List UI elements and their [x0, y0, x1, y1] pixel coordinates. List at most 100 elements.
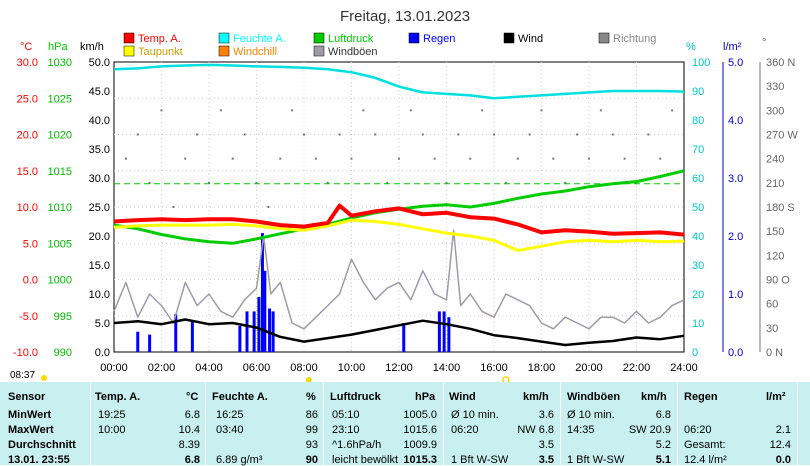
wind-tick-label: 30.0: [89, 173, 110, 185]
direction-tick-label: 210: [766, 178, 784, 190]
direction-dot: [457, 133, 460, 136]
table-cell-hum_time: 16:25: [216, 409, 244, 421]
direction-dot: [267, 206, 270, 208]
table-cell-gust_time: 1 Bft W-SW: [567, 454, 625, 466]
table-cell-rain_time: 12.4 l/m²: [684, 454, 727, 466]
header-gust: Windböen: [567, 391, 621, 403]
direction-dot: [303, 133, 305, 136]
direction-tick-label: 300: [766, 105, 784, 117]
rain-bar: [402, 323, 406, 352]
legend-swatch: [503, 32, 515, 44]
direction-tick-label: 30: [766, 323, 778, 335]
column-separator: [560, 382, 561, 465]
x-tick-label: 08:00: [290, 362, 318, 374]
header-temp-unit: °C: [186, 391, 199, 403]
direction-dot: [659, 157, 662, 160]
table-cell-press_val: 1005.0: [403, 409, 437, 421]
direction-dot: [671, 109, 674, 112]
table-cell-press_time: 05:10: [332, 409, 360, 421]
table-cell-temp_time: 10:00: [98, 424, 126, 436]
table-cell-rain_time: Gesamt:: [684, 439, 726, 451]
direction-dot: [279, 157, 282, 160]
rain-bar: [238, 325, 242, 352]
direction-dot: [172, 206, 175, 208]
table-cell-rain_val: 0.0: [775, 454, 791, 466]
direction-dot: [148, 181, 151, 184]
chart-title: Freitag, 13.01.2023: [340, 8, 470, 25]
chart-legend: Temp. A. Feuchte A. Luftdruck Regen Wind Rich…: [123, 32, 656, 58]
column-separator: [90, 382, 91, 465]
pressure-tick-label: 1000: [48, 275, 72, 287]
pressure-tick-label: 1020: [48, 130, 72, 142]
pressure-tick-label: 1015: [48, 166, 72, 178]
table-cell-hum_val: 86: [305, 409, 318, 421]
rain-tick-label: 1.0: [728, 289, 743, 301]
table-cell-wind_time: 06:20: [451, 424, 479, 436]
legend-swatch: [313, 32, 325, 44]
direction-tick-label: 60: [766, 299, 778, 311]
table-cell-hum_val: 90: [305, 454, 318, 466]
table-cell-gust_val: 6.8: [655, 409, 671, 421]
direction-dot: [398, 157, 400, 160]
column-separator: [323, 382, 324, 465]
direction-axis-unit: °: [762, 37, 766, 49]
pressure-tick-label: 990: [54, 347, 72, 359]
wind-tick-label: 5.0: [95, 318, 110, 330]
temp-tick-label: 20.0: [17, 130, 38, 142]
direction-tick-label: 150: [766, 226, 784, 238]
x-tick-label: 10:00: [338, 362, 366, 374]
sunset-icon: [502, 376, 510, 382]
table-cell-press_time: ^1.6hPa/h: [332, 439, 382, 451]
series-line-feuchte-a-: [113, 63, 685, 100]
rain-bar: [260, 233, 264, 352]
table-cell-hum_val: 99: [305, 424, 318, 436]
direction-dot: [647, 133, 650, 136]
table-cell-hum_time: 6.89 g/m³: [216, 454, 263, 466]
table-cell-wind_val: 3.5: [538, 454, 554, 466]
table-cell-wind_val: 3.6: [538, 409, 554, 421]
direction-dot: [540, 109, 543, 112]
temp-tick-label: 0.0: [23, 275, 38, 287]
direction-dot: [528, 133, 531, 136]
temp-tick-label: 25.0: [17, 93, 38, 105]
direction-tick-label: 330: [766, 81, 784, 93]
x-tick-label: 00:00: [100, 362, 128, 374]
humidity-tick-label: 80: [692, 115, 704, 127]
table-cell-gust_time: Ø 10 min.: [567, 409, 615, 421]
x-tick-label: 06:00: [243, 362, 271, 374]
rain-bar: [257, 296, 261, 352]
table-cell-hum_val: 93: [305, 439, 318, 451]
x-tick-label: 18:00: [528, 362, 556, 374]
rain-bar: [148, 334, 152, 352]
temp-axis-unit: °C: [20, 41, 32, 53]
wind-tick-label: 15.0: [89, 260, 110, 272]
rain-bar: [252, 311, 256, 352]
wind-tick-label: 20.0: [89, 231, 110, 243]
rain-bar: [190, 320, 194, 352]
header-gust-unit: km/h: [641, 391, 667, 403]
legend-swatch: [218, 32, 230, 44]
x-tick-label: 14:00: [433, 362, 461, 374]
table-cell-wind_time: 1 Bft W-SW: [451, 454, 509, 466]
direction-dot: [588, 157, 590, 160]
table-cell-wind_val: 3.5: [538, 439, 554, 451]
column-separator: [677, 382, 678, 465]
table-cell-gust_val: 5.1: [655, 454, 671, 466]
humidity-axis-unit: %: [686, 41, 696, 53]
humidity-tick-label: 40: [692, 231, 704, 243]
wind-tick-label: 25.0: [89, 202, 110, 214]
x-tick-label: 20:00: [575, 362, 603, 374]
header-pressure-unit: hPa: [415, 391, 436, 403]
legend-label: Wind: [518, 33, 543, 45]
header-humidity: Feuchte A.: [212, 391, 268, 403]
legend-label: Windböen: [328, 46, 378, 58]
direction-dot: [326, 181, 329, 184]
rain-tick-label: 2.0: [728, 231, 743, 243]
wind-tick-label: 0.0: [95, 347, 110, 359]
humidity-tick-label: 60: [692, 173, 704, 185]
direction-dot: [421, 133, 424, 136]
rain-bar: [447, 317, 451, 352]
series-layer: [113, 63, 685, 352]
rain-tick-label: 0.0: [728, 347, 743, 359]
pressure-tick-label: 1005: [48, 238, 72, 250]
